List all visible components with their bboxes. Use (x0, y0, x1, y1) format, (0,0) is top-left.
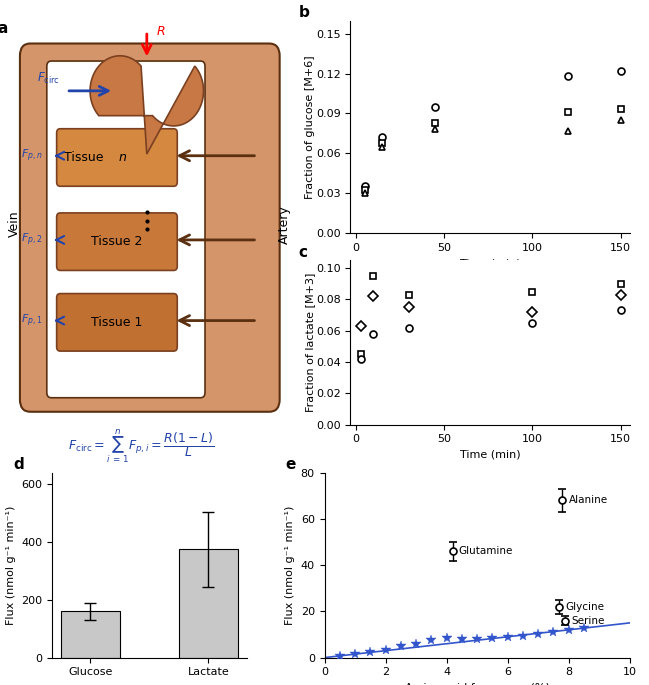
FancyBboxPatch shape (56, 129, 177, 186)
Bar (178, 549, 238, 658)
Text: e: e (286, 457, 296, 472)
Text: Tissue 2: Tissue 2 (92, 235, 143, 248)
Y-axis label: Flux (nmol g⁻¹ min⁻¹): Flux (nmol g⁻¹ min⁻¹) (285, 506, 295, 625)
Text: $F_{p,2}$: $F_{p,2}$ (21, 232, 43, 248)
X-axis label: Time (min): Time (min) (459, 450, 520, 460)
Text: n: n (119, 151, 127, 164)
Text: Vein: Vein (7, 211, 21, 238)
Text: Glycine: Glycine (565, 601, 604, 612)
Text: $R$: $R$ (156, 25, 165, 38)
Text: d: d (13, 457, 24, 472)
Text: Serine: Serine (572, 616, 605, 625)
Polygon shape (90, 55, 204, 154)
Text: Artery: Artery (278, 205, 291, 243)
Text: a: a (0, 21, 8, 36)
Text: $F_{p,1}$: $F_{p,1}$ (21, 312, 43, 329)
Bar (61, 611, 120, 658)
Text: Tissue: Tissue (64, 151, 108, 164)
FancyBboxPatch shape (20, 44, 280, 412)
Y-axis label: Fraction of glucose [M+6]: Fraction of glucose [M+6] (304, 55, 315, 199)
Text: Tissue 1: Tissue 1 (92, 316, 143, 329)
X-axis label: Time (min): Time (min) (459, 258, 520, 269)
Text: Alanine: Alanine (569, 495, 607, 506)
Y-axis label: Flux (nmol g⁻¹ min⁻¹): Flux (nmol g⁻¹ min⁻¹) (6, 506, 16, 625)
Text: Glutamine: Glutamine (459, 546, 513, 556)
Text: $F_{\rm circ}$: $F_{\rm circ}$ (37, 71, 60, 86)
Y-axis label: Fraction of lactate [M+3]: Fraction of lactate [M+3] (304, 273, 315, 412)
Text: $F_{p,n}$: $F_{p,n}$ (21, 147, 43, 164)
X-axis label: Amino acid frequency (%): Amino acid frequency (%) (404, 683, 550, 685)
FancyBboxPatch shape (56, 213, 177, 271)
FancyBboxPatch shape (56, 294, 177, 351)
Text: b: b (299, 5, 310, 20)
Text: $F_{\rm circ} = \sum_{i\,=\,1}^{n} F_{p,i} = \dfrac{R(1-L)}{L}$: $F_{\rm circ} = \sum_{i\,=\,1}^{n} F_{p,… (67, 427, 214, 465)
FancyBboxPatch shape (47, 61, 205, 398)
Text: c: c (299, 245, 308, 260)
